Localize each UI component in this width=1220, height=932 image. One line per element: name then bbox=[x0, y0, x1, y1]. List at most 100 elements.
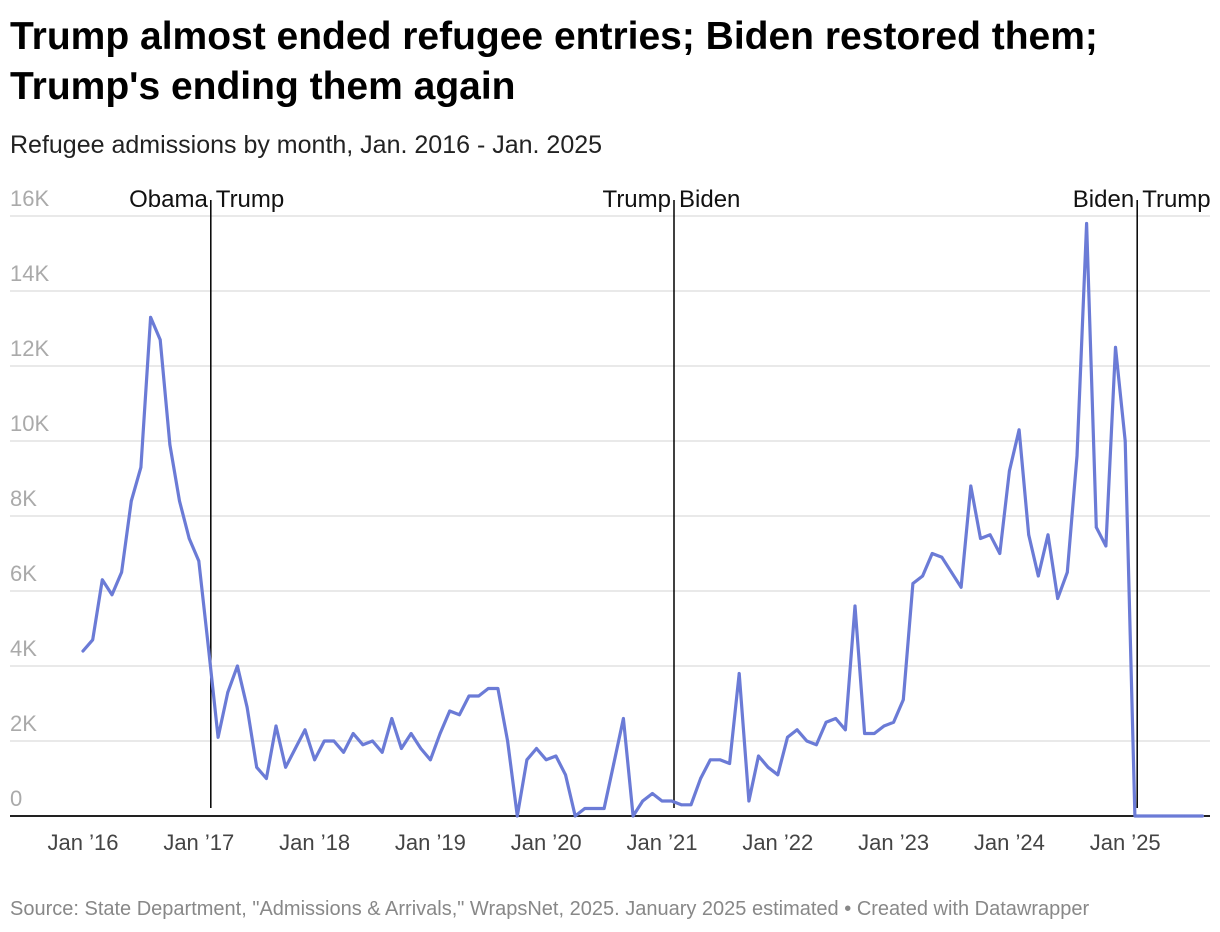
x-tick-label: Jan ’20 bbox=[511, 830, 582, 855]
data-point bbox=[670, 799, 674, 803]
data-point bbox=[264, 777, 268, 780]
data-point bbox=[361, 743, 365, 747]
data-point bbox=[593, 807, 596, 810]
data-point bbox=[1191, 814, 1195, 818]
data-point bbox=[1104, 544, 1108, 548]
data-point bbox=[158, 338, 162, 342]
data-point bbox=[178, 499, 181, 503]
data-point bbox=[631, 814, 635, 818]
data-point bbox=[795, 728, 799, 732]
x-tick-label: Jan ’24 bbox=[974, 830, 1045, 855]
data-point bbox=[757, 754, 760, 758]
x-tick-label: Jan ’17 bbox=[163, 830, 234, 855]
era-label-after: Biden bbox=[679, 186, 740, 213]
data-point bbox=[274, 724, 278, 728]
data-point bbox=[486, 687, 490, 690]
x-tick-label: Jan ’19 bbox=[395, 830, 466, 855]
data-point bbox=[969, 484, 973, 488]
data-point bbox=[1085, 222, 1088, 225]
data-point bbox=[940, 555, 944, 559]
data-point bbox=[1075, 454, 1079, 458]
data-point bbox=[853, 604, 857, 608]
data-point bbox=[622, 717, 625, 720]
data-point bbox=[496, 687, 500, 690]
data-point bbox=[979, 537, 982, 540]
x-tick-label: Jan ’25 bbox=[1090, 830, 1161, 855]
data-point bbox=[882, 724, 886, 728]
data-point bbox=[351, 732, 355, 735]
data-point bbox=[950, 570, 953, 574]
data-point bbox=[1017, 428, 1021, 432]
data-point bbox=[583, 807, 587, 810]
x-tick-label: Jan ’23 bbox=[858, 830, 929, 855]
data-point bbox=[863, 732, 867, 735]
data-point bbox=[1008, 469, 1011, 473]
data-point bbox=[515, 814, 519, 818]
data-point bbox=[1181, 814, 1185, 818]
data-point bbox=[400, 747, 403, 750]
y-tick-label: 16K bbox=[10, 186, 49, 211]
era-label-after: Trump bbox=[216, 186, 284, 213]
data-point bbox=[139, 465, 143, 469]
data-point bbox=[197, 559, 201, 563]
x-tick-label: Jan ’16 bbox=[48, 830, 119, 855]
data-point bbox=[1046, 533, 1050, 537]
data-point bbox=[187, 537, 191, 540]
data-point bbox=[303, 728, 307, 732]
data-point bbox=[506, 739, 509, 743]
era-label-before: Trump bbox=[603, 186, 671, 213]
data-point bbox=[815, 743, 818, 747]
data-point bbox=[380, 750, 384, 754]
era-label-before: Obama bbox=[129, 186, 208, 213]
data-point bbox=[226, 690, 230, 694]
data-point bbox=[284, 765, 288, 769]
y-axis-labels: 0 2K 4K 6K 8K 10K 12K 14K 16K bbox=[10, 186, 49, 811]
data-point bbox=[1036, 574, 1040, 578]
data-point bbox=[1143, 814, 1146, 818]
x-tick-label: Jan ’21 bbox=[627, 830, 698, 855]
data-point bbox=[988, 533, 992, 537]
data-point bbox=[429, 758, 432, 762]
data-point bbox=[100, 578, 104, 582]
data-point bbox=[409, 732, 413, 735]
data-point bbox=[679, 803, 683, 807]
data-point bbox=[322, 739, 326, 743]
data-point bbox=[1027, 533, 1031, 537]
data-point bbox=[1172, 814, 1175, 818]
data-point bbox=[650, 792, 654, 795]
source-note: Source: State Department, "Admissions & … bbox=[10, 898, 839, 920]
series-line bbox=[81, 221, 1205, 818]
data-point bbox=[708, 758, 712, 762]
data-point bbox=[718, 758, 722, 762]
data-point bbox=[786, 735, 789, 739]
data-point bbox=[776, 773, 780, 777]
data-point bbox=[1152, 814, 1156, 818]
data-point bbox=[110, 593, 114, 597]
data-point bbox=[737, 672, 741, 675]
x-axis-labels: Jan ’16 Jan ’17 Jan ’18 Jan ’19 Jan ’20 Jan ’… bbox=[48, 830, 1161, 855]
line-chart: 0 2K 4K 6K 8K 10K 12K 14K 16K Obama Trump Trump Bid… bbox=[10, 186, 1211, 855]
data-point bbox=[892, 720, 895, 724]
data-point bbox=[1065, 570, 1069, 574]
data-point bbox=[834, 717, 838, 720]
data-point bbox=[901, 698, 905, 702]
data-point bbox=[438, 732, 442, 735]
series-layer bbox=[81, 221, 1205, 818]
data-point bbox=[1094, 525, 1098, 529]
data-point bbox=[805, 739, 809, 743]
data-point bbox=[216, 735, 220, 739]
data-point bbox=[766, 765, 770, 769]
data-point bbox=[660, 799, 664, 803]
data-point bbox=[168, 443, 172, 447]
gridlines bbox=[10, 215, 1210, 817]
data-point bbox=[1056, 597, 1060, 600]
x-tick-label: Jan ’22 bbox=[742, 830, 813, 855]
data-point bbox=[236, 664, 239, 668]
data-point bbox=[91, 638, 95, 642]
data-point bbox=[419, 747, 423, 750]
y-tick-label: 6K bbox=[10, 561, 37, 586]
chart-title: Trump almost ended refugee entries; Bide… bbox=[10, 15, 1098, 108]
data-point bbox=[332, 739, 336, 743]
x-tick-label: Jan ’18 bbox=[279, 830, 350, 855]
data-point bbox=[573, 814, 577, 818]
